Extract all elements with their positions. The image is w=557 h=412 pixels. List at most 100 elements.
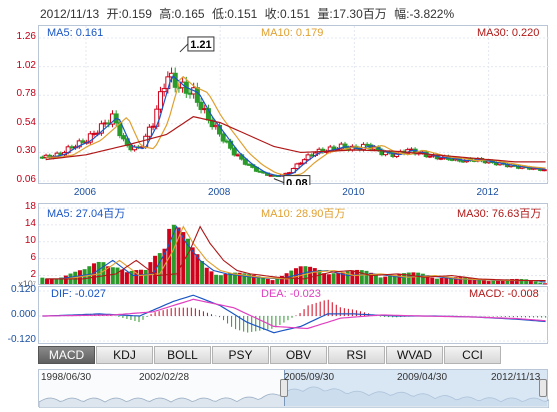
quote-change: 幅:-3.822%: [394, 7, 455, 21]
tab-wvad[interactable]: WVAD: [386, 346, 443, 364]
volume-bar: [270, 280, 275, 284]
volume-bar: [214, 274, 219, 284]
volume-bar: [303, 266, 308, 284]
candle: [342, 143, 348, 149]
candle: [209, 119, 215, 128]
volume-bar: [49, 279, 54, 284]
volume-bar: [420, 273, 425, 284]
tab-macd[interactable]: MACD: [38, 346, 95, 364]
candle: [161, 88, 167, 93]
dea-line: [42, 298, 546, 330]
volume-bar: [533, 281, 538, 284]
volume-bar: [289, 270, 294, 284]
navigator-left-handle[interactable]: [280, 379, 288, 397]
volume-bar: [402, 273, 407, 284]
vol-ma30-line: [45, 225, 546, 282]
tab-obv[interactable]: OBV: [270, 346, 327, 364]
tab-kdj[interactable]: KDJ: [96, 346, 153, 364]
volume-bar: [251, 275, 256, 284]
navigator-date-label: 1998/06/30: [41, 372, 92, 383]
price-y-tick: 0.78: [16, 88, 36, 100]
volume-bar: [538, 282, 543, 284]
candle: [194, 87, 200, 103]
navigator-right-handle[interactable]: [539, 379, 547, 397]
volume-bar: [157, 253, 162, 284]
volume-bar: [59, 277, 64, 284]
volume-bar: [510, 279, 515, 284]
volume-bar: [148, 262, 153, 284]
volume-bar: [472, 278, 477, 284]
dif-indicator: DIF: -0.027: [51, 288, 107, 300]
volume-bar: [477, 279, 482, 284]
tab-boll[interactable]: BOLL: [154, 346, 211, 364]
navigator-date-label: 2005/09/30: [284, 372, 335, 383]
macd-y-tick: 0.000: [10, 309, 36, 320]
price-y-tick: 1.02: [16, 59, 36, 71]
volume-bar: [336, 272, 341, 284]
macd-chart: [39, 290, 549, 342]
ma30-indicator: MA30: 0.220: [477, 27, 540, 39]
low-marker-pointer: [273, 178, 285, 184]
volume-chart: [39, 207, 549, 285]
volume-bar: [115, 267, 120, 284]
volume-bar: [350, 270, 355, 284]
volume-bar: [247, 274, 252, 284]
volume-bar: [237, 272, 242, 284]
tab-rsi[interactable]: RSI: [328, 346, 385, 364]
volume-bar: [364, 270, 369, 284]
volume-bar: [181, 232, 186, 284]
candle: [242, 158, 248, 165]
volume-bar: [439, 277, 444, 284]
low-marker-label: 0.08: [286, 178, 307, 185]
tab-psy[interactable]: PSY: [212, 346, 269, 364]
price-chart-panel[interactable]: 1.21 0.08 MA5: 0.161 MA10: 0.179 MA30: 0.…: [38, 25, 549, 185]
volume-bar: [101, 262, 106, 284]
volume-bar: [40, 277, 45, 284]
macd-y-tick: 0.120: [10, 284, 36, 295]
navigator-date-label: 2009/04/30: [397, 372, 448, 383]
volume-bar: [387, 275, 392, 284]
quote-low: 低:0.151: [211, 7, 258, 21]
volume-bar: [505, 279, 510, 284]
volume-chart-panel[interactable]: MA5: 27.04百万 MA10: 28.90百万 MA30: 76.63百万: [38, 203, 549, 285]
volume-bar: [496, 280, 500, 284]
volume-bar: [294, 268, 299, 284]
candle: [305, 154, 311, 161]
volume-bar: [355, 269, 360, 284]
price-y-tick: 1.26: [16, 31, 36, 42]
candle: [87, 133, 93, 143]
volume-bar: [317, 269, 322, 284]
volume-bar: [92, 263, 97, 284]
volume-bar: [326, 274, 331, 284]
quote-high: 高:0.165: [159, 7, 205, 21]
ma10-line: [45, 75, 546, 177]
volume-y-tick: 14: [24, 217, 36, 229]
price-x-tick: 2008: [208, 187, 231, 198]
macd-chart-panel[interactable]: DIF: -0.027 DEA: -0.023 MACD: -0.008: [38, 286, 549, 344]
volume-bar: [308, 266, 313, 284]
candle: [172, 72, 178, 88]
price-y-tick: 0.06: [16, 174, 36, 185]
candle: [76, 140, 82, 148]
volume-bar: [143, 269, 148, 284]
price-chart: 1.21 0.08: [39, 26, 549, 185]
volume-bar: [322, 273, 327, 284]
ma5-indicator: MA5: 0.161: [47, 27, 104, 39]
ma10-indicator: MA10: 0.179: [261, 27, 324, 39]
volume-bar: [63, 275, 68, 284]
high-marker-pointer: [179, 43, 189, 53]
time-range-navigator[interactable]: 1998/06/30 2002/02/28 2005/09/30 2009/04/30…: [38, 369, 549, 408]
price-y-tick: 0.30: [16, 145, 36, 157]
vol-ma10-indicator: MA10: 28.90百万: [261, 208, 346, 220]
tab-cci[interactable]: CCI: [444, 346, 501, 364]
volume-bar: [406, 272, 411, 284]
volume-bar: [232, 272, 237, 284]
volume-bar: [425, 275, 430, 284]
quote-open: 开:0.159: [106, 7, 152, 21]
volume-bar: [411, 272, 416, 284]
candle: [146, 126, 152, 137]
volume-bar: [261, 277, 266, 284]
navigator-selection[interactable]: [284, 370, 547, 406]
volume-bar: [218, 275, 223, 284]
volume-bar: [120, 269, 125, 284]
